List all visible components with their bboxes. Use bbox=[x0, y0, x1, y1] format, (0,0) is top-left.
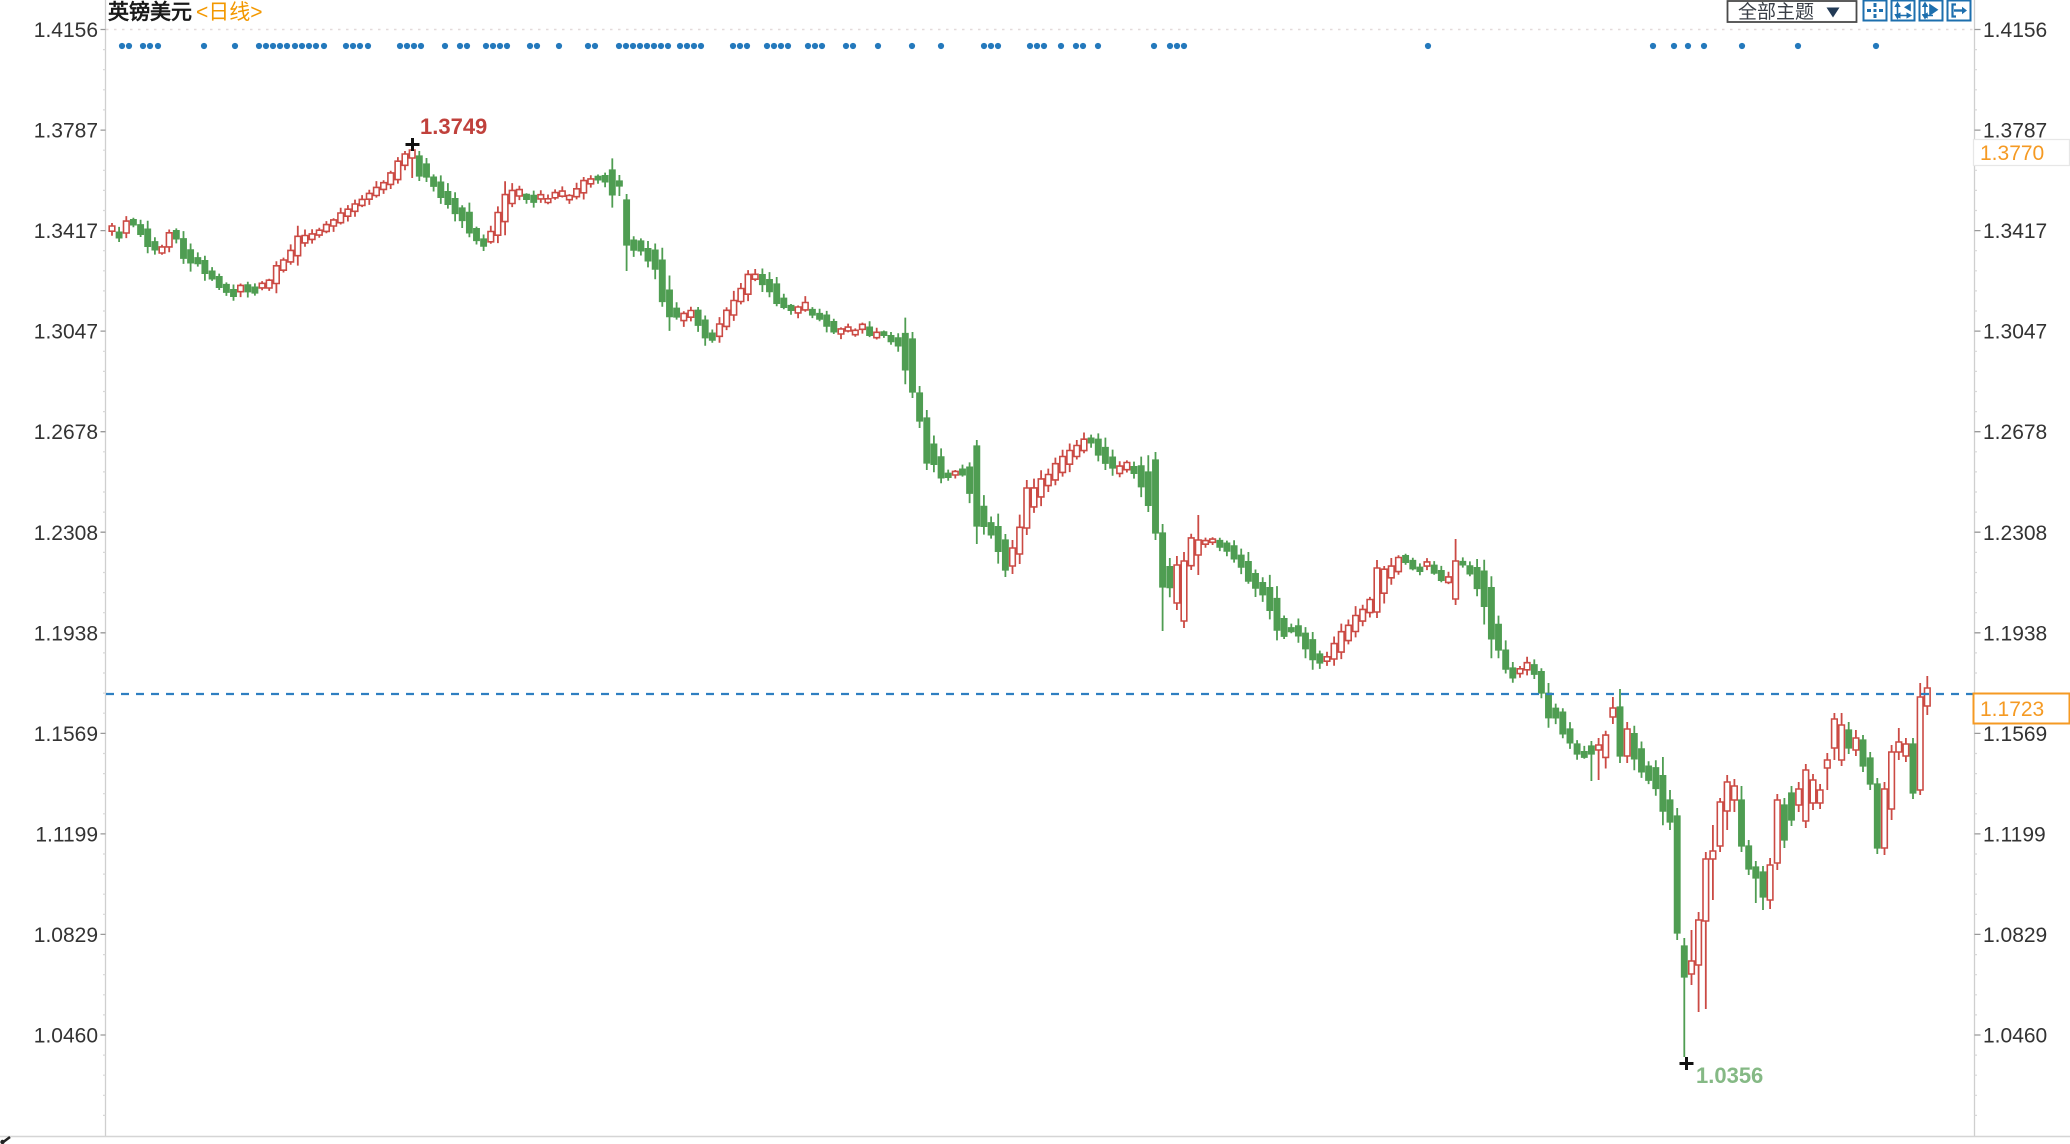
svg-text:1.0356: 1.0356 bbox=[1696, 1063, 1763, 1088]
svg-text:1.1938: 1.1938 bbox=[34, 622, 98, 645]
svg-text:英镑美元: 英镑美元 bbox=[108, 0, 192, 24]
svg-text:1.0460: 1.0460 bbox=[1983, 1025, 2047, 1048]
svg-text:1.1569: 1.1569 bbox=[1983, 723, 2047, 746]
svg-text:1.1569: 1.1569 bbox=[34, 723, 98, 746]
svg-text:1.2308: 1.2308 bbox=[1983, 522, 2047, 545]
svg-text:1.3417: 1.3417 bbox=[34, 220, 98, 243]
svg-text:1.2308: 1.2308 bbox=[34, 522, 98, 545]
svg-text:1.2678: 1.2678 bbox=[1983, 421, 2047, 444]
svg-text:1.0460: 1.0460 bbox=[34, 1025, 98, 1048]
svg-text:1.3047: 1.3047 bbox=[34, 321, 98, 344]
svg-text:1.4156: 1.4156 bbox=[34, 19, 98, 42]
svg-text:1.3047: 1.3047 bbox=[1983, 321, 2047, 344]
svg-text:1.1938: 1.1938 bbox=[1983, 622, 2047, 645]
svg-text:1.3787: 1.3787 bbox=[1983, 120, 2047, 143]
svg-text:<日线>: <日线> bbox=[196, 1, 263, 24]
svg-text:1.1199: 1.1199 bbox=[1983, 823, 2046, 846]
svg-text:1.0829: 1.0829 bbox=[1983, 924, 2047, 947]
svg-text:1.2678: 1.2678 bbox=[34, 421, 98, 444]
svg-text:1.3770: 1.3770 bbox=[1980, 142, 2044, 165]
svg-text:全部主题: 全部主题 bbox=[1738, 1, 1814, 23]
svg-text:1.3417: 1.3417 bbox=[1983, 220, 2047, 243]
svg-text:1.0829: 1.0829 bbox=[34, 924, 98, 947]
svg-text:1.1199: 1.1199 bbox=[35, 823, 98, 846]
svg-text:1.3787: 1.3787 bbox=[34, 120, 98, 143]
svg-text:1.3749: 1.3749 bbox=[420, 114, 487, 139]
svg-text:1.4156: 1.4156 bbox=[1983, 19, 2047, 42]
svg-text:1.1723: 1.1723 bbox=[1980, 698, 2044, 721]
